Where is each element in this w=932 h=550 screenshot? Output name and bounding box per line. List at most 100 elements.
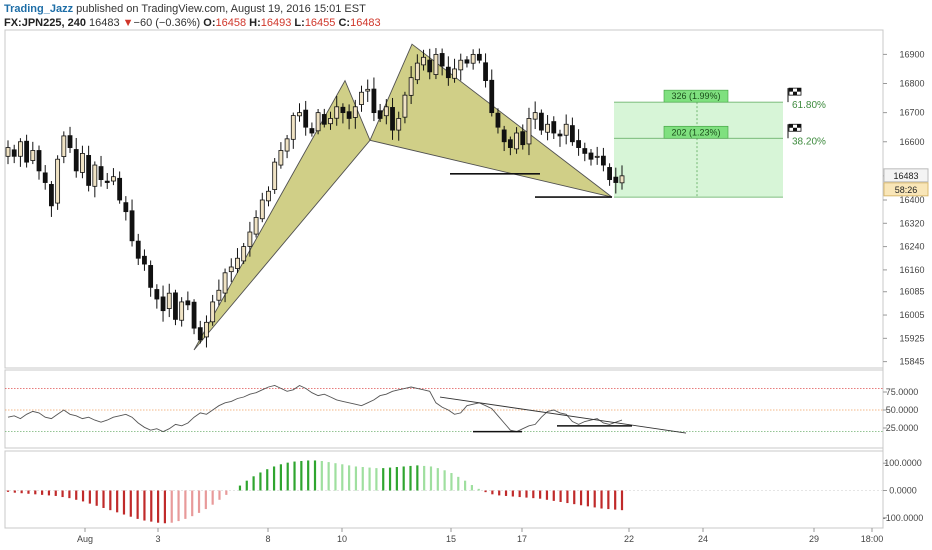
publish-info: published on TradingView.com, August 19,…: [73, 3, 366, 15]
target-label: 326 (1.99%): [671, 91, 720, 101]
x-tick-label: 3: [155, 534, 160, 544]
x-tick-label: 15: [446, 534, 456, 544]
candle-body: [18, 141, 23, 157]
flag-check: [797, 124, 801, 128]
candle-body: [197, 327, 203, 341]
candle-body: [545, 123, 550, 133]
candle-body: [111, 176, 116, 182]
target-zone: 326 (1.99%) 61.80% 202 (1.23%) 38.20%: [614, 87, 826, 198]
last-price-tag: 16483: [893, 171, 918, 181]
candle-body: [272, 161, 278, 190]
candle-body: [352, 106, 358, 118]
oscillator-trendline: [439, 396, 687, 434]
candle-body: [123, 202, 129, 213]
candle-body: [303, 109, 309, 128]
flag-check: [789, 124, 793, 128]
candle-body: [284, 138, 290, 152]
chart-header: Trading_Jazz published on TradingView.co…: [4, 2, 381, 30]
harmonic-pattern[interactable]: [193, 43, 613, 351]
y-tick-label: 15925: [899, 333, 924, 343]
candle-body: [377, 110, 383, 119]
candle-body: [340, 106, 346, 114]
candle-body: [148, 265, 154, 288]
x-tick-label: 22: [624, 534, 634, 544]
low-value: 16455: [304, 17, 336, 29]
y-tick-label: 16800: [899, 79, 924, 89]
candle-body: [253, 217, 259, 235]
x-tick-label: 18:00: [861, 534, 884, 544]
candle-body: [216, 289, 222, 301]
countdown-tag-box: [883, 182, 929, 197]
x-tick-label: 17: [517, 534, 527, 544]
candle-body: [594, 155, 600, 158]
histogram-series: [5, 460, 883, 524]
candle-body: [365, 88, 371, 92]
candle-body: [24, 140, 30, 163]
candle-body: [458, 59, 464, 71]
candle-body: [117, 177, 123, 201]
candle-body: [600, 155, 606, 166]
candle-body: [210, 301, 216, 323]
candle-body: [563, 123, 569, 136]
fib-percent-label: 38.20%: [792, 136, 826, 147]
flag-check: [793, 127, 797, 132]
x-tick-label: 29: [809, 534, 819, 544]
y-tick-label: 16005: [899, 310, 924, 320]
candle-body: [538, 112, 544, 131]
flag-icon: [787, 123, 802, 139]
last-price-tag-box: [883, 168, 929, 183]
target-label-box: [663, 125, 729, 139]
candle-body: [86, 155, 92, 186]
candle-body: [104, 180, 110, 183]
candle-body: [569, 125, 575, 143]
candle-body: [185, 300, 191, 306]
candle-body: [49, 184, 54, 207]
candle-body: [452, 68, 457, 79]
candle-body: [5, 147, 11, 157]
open-value: 16458: [215, 17, 247, 29]
candle-body: [80, 153, 85, 173]
x-tick-label: 10: [337, 534, 347, 544]
flag-check: [789, 88, 793, 92]
candle-body: [489, 79, 495, 114]
candle-body: [135, 240, 141, 259]
candle-body: [61, 135, 67, 157]
candle-body: [619, 175, 625, 184]
candle-body: [607, 167, 612, 181]
x-tick-label: Aug: [77, 534, 93, 544]
candle-body: [576, 140, 581, 148]
candle-body: [160, 296, 166, 312]
candle-body: [67, 135, 73, 148]
x-tick-label: 8: [265, 534, 270, 544]
candle-body: [551, 121, 557, 134]
close-value: 16483: [350, 17, 381, 29]
candle-body: [414, 62, 420, 81]
flag-check: [797, 88, 801, 92]
down-arrow-icon: ▼: [122, 17, 134, 29]
y-tick-label: 16160: [899, 265, 924, 275]
candle-body: [346, 111, 352, 119]
last-price: 16483: [89, 17, 120, 29]
candle-body: [73, 149, 79, 172]
candle-body: [359, 91, 364, 105]
candle-body: [588, 152, 594, 160]
candle-body: [334, 106, 340, 119]
target-label-box: [663, 89, 729, 103]
y-tick-label: 16700: [899, 108, 924, 118]
candle-body: [179, 301, 185, 321]
symbol-label[interactable]: FX:JPN225, 240: [4, 17, 86, 29]
open-label: O:: [203, 17, 216, 29]
osc-tick-label: 50.0000: [886, 405, 919, 415]
candle-body: [129, 210, 135, 242]
candle-body: [266, 190, 271, 202]
high-value: 16493: [260, 17, 292, 29]
oscillator-series: [5, 384, 883, 434]
fib-percent-label: 61.80%: [792, 100, 826, 111]
candle-body: [191, 301, 197, 329]
y-tick-label: 16240: [899, 242, 924, 252]
candle-body: [309, 128, 315, 134]
author-link[interactable]: Trading_Jazz: [4, 3, 74, 15]
candle-body: [557, 133, 563, 137]
drawing-lines[interactable]: [450, 172, 612, 198]
